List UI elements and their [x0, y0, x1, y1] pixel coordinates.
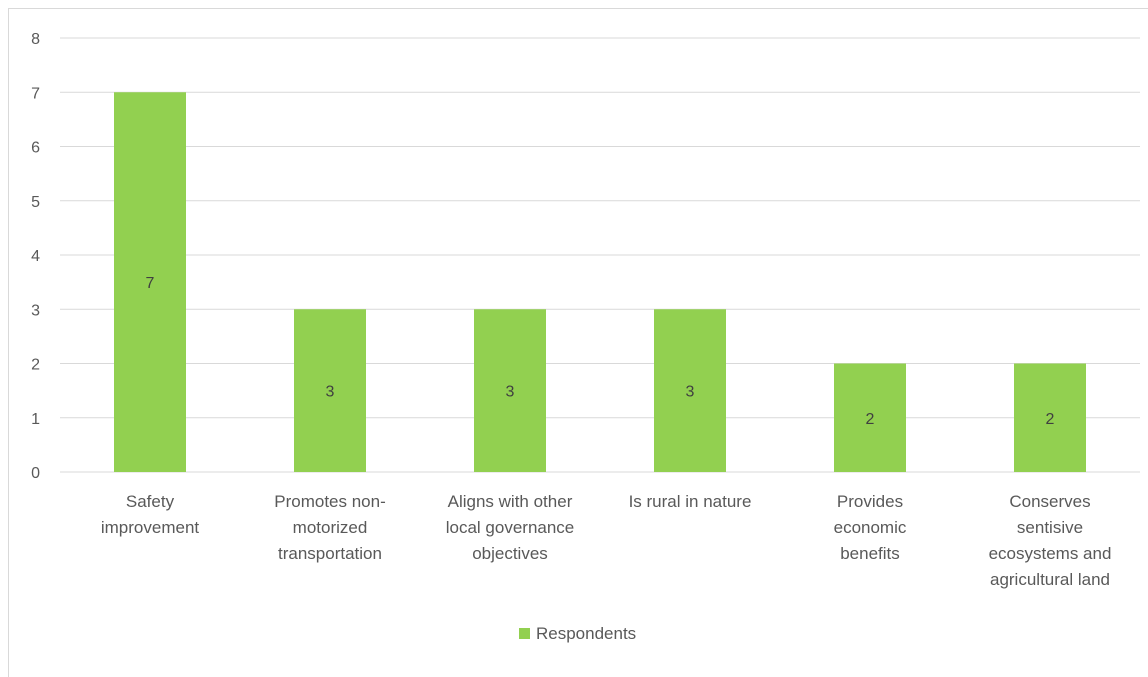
bar	[114, 92, 186, 472]
y-tick-label: 3	[31, 302, 40, 319]
y-tick-label: 4	[31, 248, 40, 265]
x-category-label-line: Promotes non-	[274, 492, 386, 511]
chart-frame	[8, 8, 1148, 677]
x-category-label: Aligns with other local governance objecti…	[446, 492, 575, 563]
x-category-label-line: local governance	[446, 518, 575, 537]
x-category-label: Is rural in nature	[629, 492, 752, 511]
x-category-label-line: Provides	[837, 492, 903, 511]
bar	[654, 309, 726, 472]
x-category-label-line: Aligns with other	[448, 492, 573, 511]
legend-swatch	[519, 628, 530, 639]
data-label: 7	[146, 275, 155, 292]
bar	[1014, 363, 1086, 472]
data-label: 2	[1046, 411, 1055, 428]
bar	[294, 309, 366, 472]
x-category-label-line: objectives	[472, 544, 548, 563]
x-category-label: Safety improvement	[101, 492, 200, 537]
data-label: 3	[506, 384, 515, 401]
x-category-label-line: ecosystems and	[989, 544, 1112, 563]
bar	[474, 309, 546, 472]
x-category-label-line: benefits	[840, 544, 900, 563]
data-label: 2	[866, 411, 875, 428]
x-category-label: Conserves sentisive ecosystems and agricult…	[989, 492, 1112, 589]
x-category-label-line: transportation	[278, 544, 382, 563]
y-tick-label: 2	[31, 357, 40, 374]
legend: Respondents	[519, 624, 636, 643]
gridlines	[60, 37, 1140, 473]
data-label: 3	[326, 384, 335, 401]
y-tick-label: 1	[31, 411, 40, 428]
y-tick-label: 5	[31, 194, 40, 211]
y-tick-label: 6	[31, 140, 40, 157]
x-category-label-line: agricultural land	[990, 570, 1110, 589]
bar	[834, 363, 906, 472]
x-category-label: Promotes non-motorized transportation	[274, 492, 386, 563]
data-label: 3	[686, 384, 695, 401]
y-axis-tick-labels: 0 1 2 3 4 5 6 7 8	[31, 31, 40, 482]
x-category-label-line: Is rural in nature	[629, 492, 752, 511]
x-category-label-line: Safety	[126, 492, 175, 511]
y-tick-label: 7	[31, 85, 40, 102]
legend-label: Respondents	[536, 624, 636, 643]
x-category-label-line: economic	[834, 518, 907, 537]
x-category-label-line: improvement	[101, 518, 200, 537]
bars: 7 3 3 3 2 2	[114, 92, 1086, 472]
x-category-label: Provides economic benefits	[834, 492, 907, 563]
y-tick-label: 0	[31, 465, 40, 482]
x-category-label-line: sentisive	[1017, 518, 1083, 537]
x-category-label-line: Conserves	[1009, 492, 1090, 511]
x-axis-category-labels: Safety improvement Promotes non-motorized t…	[101, 492, 1112, 589]
x-category-label-line: motorized	[293, 518, 368, 537]
y-tick-label: 8	[31, 31, 40, 48]
